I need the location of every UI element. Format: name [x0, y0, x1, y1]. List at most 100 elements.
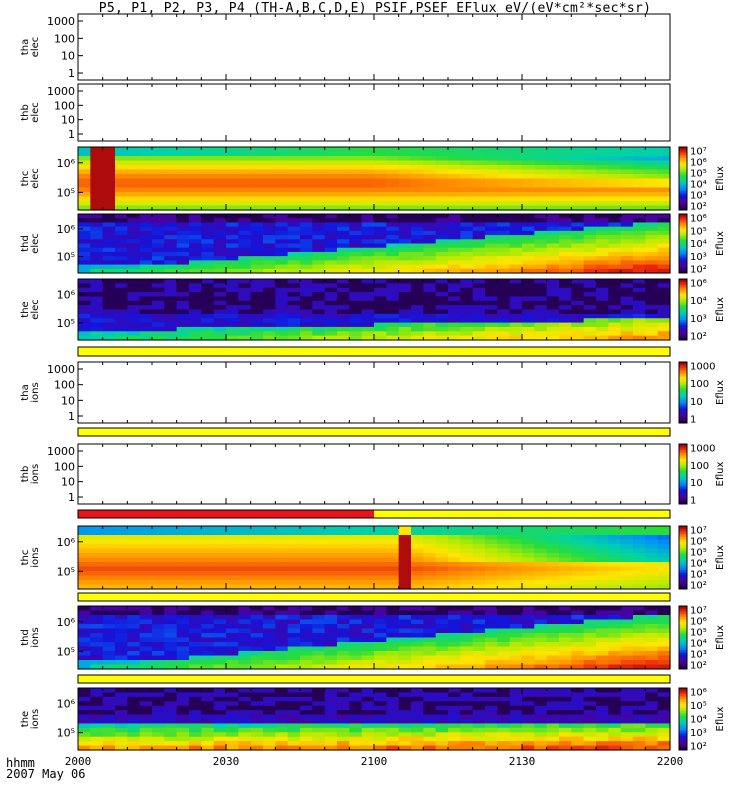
heatmap-cell: [287, 335, 301, 341]
heatmap-cell: [398, 539, 412, 545]
heatmap-cell: [559, 651, 572, 657]
heatmap-cell: [398, 628, 412, 634]
heatmap-cell: [546, 196, 560, 202]
heatmap-cell: [287, 178, 301, 184]
heatmap-cell: [472, 745, 486, 751]
heatmap-cell: [571, 247, 585, 253]
colorbar-swatch: [679, 205, 687, 208]
heatmap-cell: [176, 714, 190, 720]
heatmap-cell: [250, 292, 264, 298]
heatmap-cell: [312, 305, 326, 311]
heatmap-cell: [596, 557, 609, 563]
heatmap-cell: [386, 251, 400, 257]
heatmap-cell: [127, 256, 141, 261]
heatmap-cell: [78, 260, 91, 266]
heatmap-cell: [90, 566, 104, 572]
heatmap-cell: [485, 705, 498, 711]
heatmap-cell: [176, 247, 190, 253]
heatmap-cell: [620, 575, 634, 581]
heatmap-cell: [361, 192, 375, 198]
heatmap-cell: [90, 723, 104, 729]
heatmap-cell: [386, 292, 400, 298]
heatmap-cell: [349, 335, 363, 341]
heatmap-cell: [127, 628, 141, 634]
heatmap-cell: [139, 187, 153, 193]
heatmap-cell: [633, 192, 646, 198]
heatmap-cell: [275, 530, 289, 536]
heatmap-cell: [115, 714, 128, 720]
heatmap-cell: [374, 222, 387, 228]
heatmap-cell: [115, 151, 128, 157]
heatmap-cell: [608, 331, 622, 337]
colorbar-tick-label: 10⁵: [690, 226, 707, 237]
heatmap-cell: [176, 571, 190, 577]
heatmap-cell: [472, 318, 486, 324]
colorbar-swatch: [679, 613, 687, 616]
colorbar-swatch: [679, 456, 687, 458]
heatmap-cell: [213, 633, 227, 639]
heatmap-cell: [472, 535, 486, 541]
heatmap-cell: [213, 160, 227, 166]
heatmap-cell: [275, 196, 289, 202]
heatmap-cell: [226, 553, 239, 559]
heatmap-cell: [78, 701, 91, 707]
heatmap-cell: [300, 727, 313, 733]
heatmap-cell: [497, 292, 511, 298]
heatmap-cell: [324, 326, 338, 332]
heatmap-cell: [312, 530, 326, 536]
heatmap-cell: [398, 326, 412, 332]
colorbar-swatch: [679, 255, 687, 258]
heatmap-cell: [534, 637, 548, 643]
heatmap-cell: [115, 156, 128, 162]
heatmap-cell: [238, 187, 252, 193]
heatmap-cell: [559, 160, 572, 166]
heatmap-cell: [139, 260, 153, 266]
heatmap-cell: [423, 660, 437, 666]
heatmap-cell: [559, 741, 572, 747]
heatmap-cell: [213, 165, 227, 171]
heatmap-cell: [460, 548, 474, 554]
colorbar-swatch: [679, 258, 687, 261]
heatmap-cell: [78, 557, 91, 563]
heatmap-cell: [485, 247, 498, 253]
heatmap-cell: [102, 660, 116, 666]
heatmap-cell: [213, 606, 227, 612]
colorbar-swatch: [679, 407, 687, 410]
heatmap-cell: [386, 174, 400, 180]
heatmap-cell: [300, 562, 313, 568]
heatmap-cell: [300, 557, 313, 563]
heatmap-cell: [423, 710, 437, 716]
heatmap-cell: [349, 628, 363, 634]
heatmap-cell: [349, 562, 363, 568]
heatmap-cell: [522, 287, 535, 293]
heatmap-cell: [534, 230, 548, 236]
heatmap-cell: [213, 719, 227, 725]
heatmap-cell: [374, 610, 387, 616]
heatmap-cell: [448, 664, 461, 670]
heatmap-cell: [238, 714, 252, 720]
heatmap-cell: [522, 335, 535, 341]
heatmap-cell: [485, 530, 498, 536]
heatmap-cell: [448, 322, 461, 328]
colorbar-swatch: [679, 176, 687, 180]
heatmap-cell: [337, 239, 350, 245]
heatmap-cell: [164, 553, 178, 559]
heatmap-cell: [435, 692, 449, 698]
heatmap-cell: [374, 260, 387, 266]
heatmap-cell: [152, 688, 165, 694]
heatmap-cell: [411, 174, 424, 180]
heatmap-cell: [176, 745, 190, 751]
heatmap-cell: [522, 187, 535, 193]
heatmap-cell: [571, 696, 585, 702]
heatmap-cell: [485, 719, 498, 725]
heatmap-cell: [522, 705, 535, 711]
heatmap-cell: [534, 214, 548, 219]
y-axis-label: elec: [30, 37, 41, 58]
heatmap-cell: [90, 218, 104, 224]
heatmap-cell: [337, 251, 350, 257]
heatmap-cell: [312, 606, 326, 612]
heatmap-cell: [337, 696, 350, 702]
heatmap-cell: [275, 296, 289, 302]
heatmap-cell: [300, 637, 313, 643]
